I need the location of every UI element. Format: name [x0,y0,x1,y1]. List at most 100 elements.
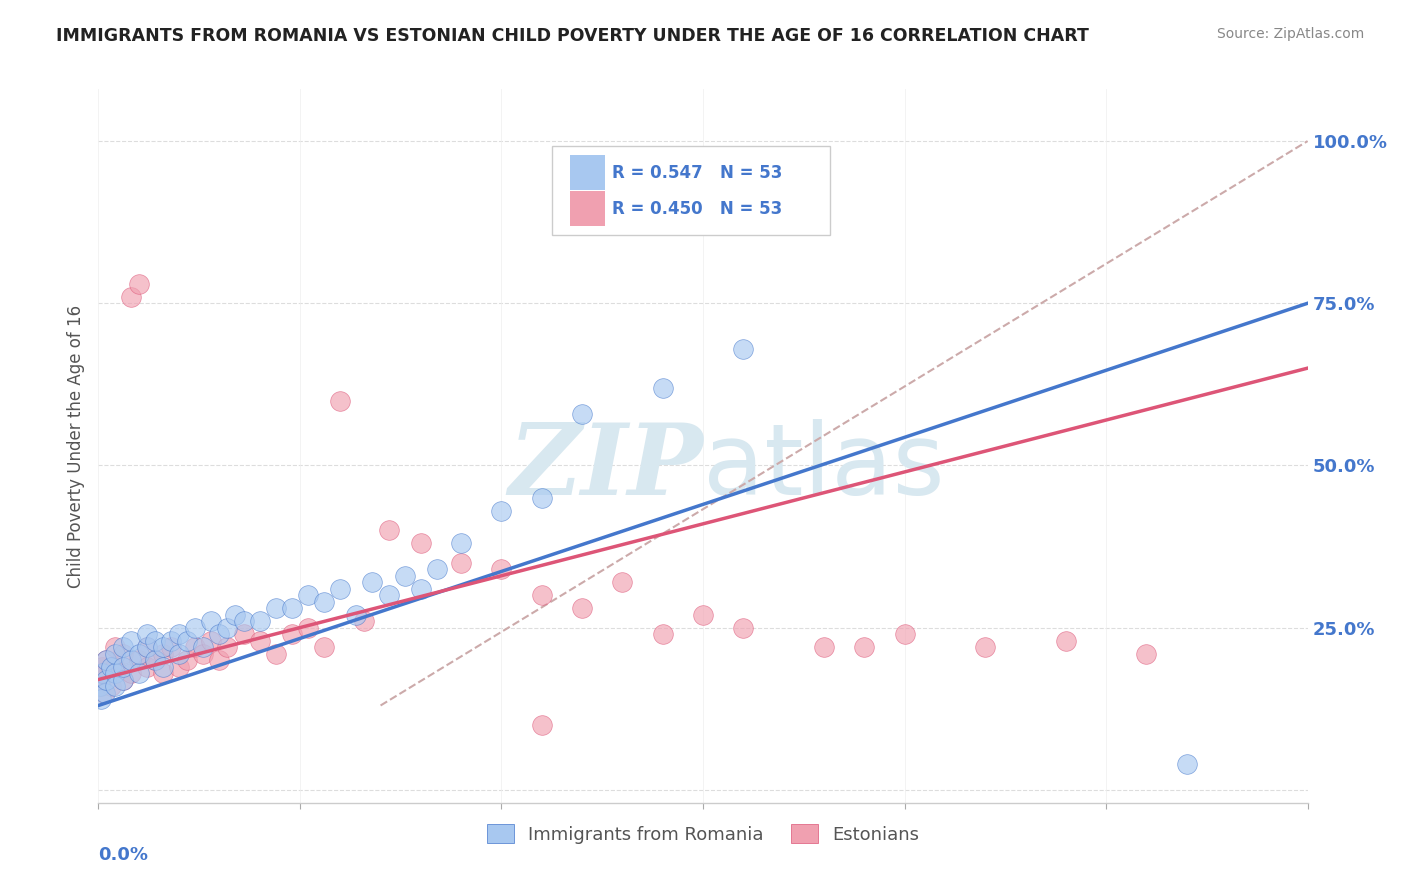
Point [224,607,246,622]
Text: ZIP: ZIP [508,419,703,516]
Point [361,575,384,590]
Point [90,679,112,693]
Point [264,601,287,615]
Point [152,647,174,661]
Point [329,582,352,596]
Text: IMMIGRANTS FROM ROMANIA VS ESTONIAN CHILD POVERTY UNDER THE AGE OF 16 CORRELATIO: IMMIGRANTS FROM ROMANIA VS ESTONIAN CHIL… [56,27,1090,45]
Text: 0.0%: 0.0% [98,846,149,863]
Point [143,633,166,648]
Point [135,627,157,641]
Text: R = 0.547   N = 53: R = 0.547 N = 53 [613,164,783,182]
FancyBboxPatch shape [569,155,605,190]
Point [409,582,432,596]
Point [135,640,157,654]
Point [217,621,239,635]
Y-axis label: Child Poverty Under the Age of 16: Child Poverty Under the Age of 16 [66,304,84,588]
Point [94,685,117,699]
Point [152,659,174,673]
Point [733,342,755,356]
Point [193,647,215,661]
Point [128,277,150,291]
Point [96,653,118,667]
Point [100,659,122,673]
Point [893,627,915,641]
Point [111,640,134,654]
Point [450,556,472,570]
Point [152,666,174,681]
Point [167,627,190,641]
Point [128,666,150,681]
Point [530,718,553,732]
Point [103,659,125,673]
Point [450,536,472,550]
Point [297,621,319,635]
Point [176,633,198,648]
Point [111,647,134,661]
Point [120,666,142,681]
Point [103,679,125,693]
Point [89,673,111,687]
Point [90,692,112,706]
Point [93,685,115,699]
FancyBboxPatch shape [569,192,605,227]
Point [1135,647,1157,661]
Point [249,633,271,648]
Point [297,588,319,602]
Point [143,653,166,667]
Point [167,659,190,673]
Point [217,640,239,654]
Point [135,659,157,673]
Point [530,491,553,505]
Point [200,633,222,648]
Point [103,640,125,654]
Point [1054,633,1077,648]
Point [91,666,114,681]
Point [184,640,207,654]
Point [974,640,997,654]
Point [692,607,714,622]
Point [409,536,432,550]
Point [160,640,183,654]
Point [281,601,304,615]
Point [853,640,876,654]
Point [100,679,122,693]
Point [128,647,150,661]
Point [377,524,399,538]
Point [160,633,183,648]
Point [200,614,222,628]
Point [530,588,553,602]
Point [208,653,231,667]
Point [377,588,399,602]
Point [491,562,513,576]
Point [651,381,673,395]
Point [249,614,271,628]
Point [329,393,352,408]
Point [193,640,215,654]
Point [176,653,198,667]
Point [120,290,142,304]
Point [651,627,673,641]
Point [103,666,125,681]
Point [281,627,304,641]
Point [344,607,367,622]
Legend: Immigrants from Romania, Estonians: Immigrants from Romania, Estonians [479,817,927,851]
Text: Source: ZipAtlas.com: Source: ZipAtlas.com [1216,27,1364,41]
Point [120,633,142,648]
FancyBboxPatch shape [551,146,830,235]
Point [813,640,835,654]
Point [91,659,114,673]
Point [152,640,174,654]
Point [491,504,513,518]
Point [103,647,125,661]
Point [314,640,336,654]
Point [571,601,593,615]
Point [128,653,150,667]
Point [314,595,336,609]
Point [264,647,287,661]
Point [232,614,254,628]
Point [111,673,134,687]
Point [111,659,134,673]
Point [733,621,755,635]
Text: atlas: atlas [703,419,945,516]
Point [208,627,231,641]
